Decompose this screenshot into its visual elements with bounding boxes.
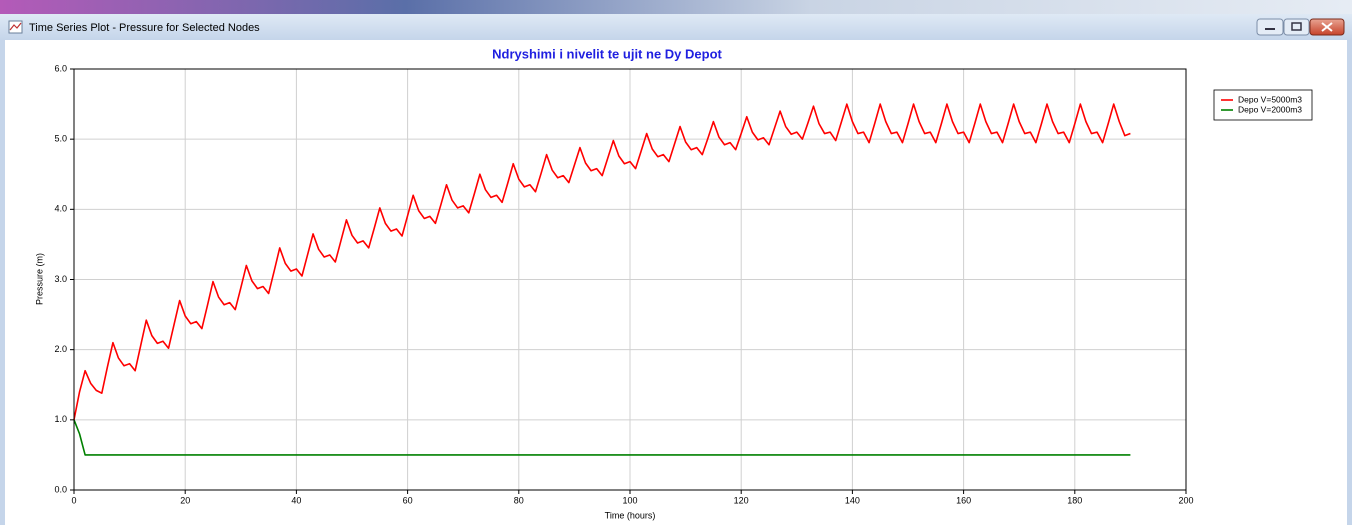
x-axis-label: Time (hours): [605, 510, 656, 520]
y-tick-label: 2.0: [54, 344, 67, 354]
x-tick-label: 120: [734, 495, 749, 505]
legend-label: Depo V=5000m3: [1238, 94, 1302, 104]
legend-box: [1213, 89, 1313, 121]
desktop-strip: [0, 0, 1352, 14]
minimize-button[interactable]: [1256, 18, 1284, 36]
window-icon: [8, 20, 23, 34]
line-series: [73, 103, 1131, 420]
y-tick-label: 6.0: [54, 63, 67, 73]
x-tick-label: 0: [71, 495, 76, 505]
window-border: [0, 40, 5, 525]
plot-frame: [73, 68, 1187, 491]
y-tick-label: 0.0: [54, 484, 67, 494]
y-tick-label: 3.0: [54, 274, 67, 284]
window-border: [1347, 40, 1352, 525]
x-tick-label: 20: [180, 495, 190, 505]
x-tick-label: 180: [1067, 495, 1082, 505]
x-tick-label: 80: [514, 495, 524, 505]
x-tick-label: 140: [845, 495, 860, 505]
x-tick-label: 60: [403, 495, 413, 505]
x-tick-label: 100: [622, 495, 637, 505]
chart: Ndryshimi i nivelit te ujit ne Dy Depot …: [34, 46, 1313, 520]
close-button[interactable]: [1309, 18, 1345, 36]
chart-title: Ndryshimi i nivelit te ujit ne Dy Depot: [492, 46, 722, 61]
line-series: [73, 419, 1131, 456]
x-tick-label: 40: [291, 495, 301, 505]
window-title: Time Series Plot - Pressure for Selected…: [29, 22, 260, 34]
y-tick-label: 1.0: [54, 414, 67, 424]
legend-label: Depo V=2000m3: [1238, 104, 1302, 114]
maximize-button[interactable]: [1283, 18, 1310, 36]
x-tick-label: 160: [956, 495, 971, 505]
y-axis-label: Pressure (m): [34, 253, 44, 305]
y-tick-label: 4.0: [54, 204, 67, 214]
y-tick-label: 5.0: [54, 134, 67, 144]
title-bar: [0, 14, 1352, 40]
x-tick-label: 200: [1178, 495, 1193, 505]
